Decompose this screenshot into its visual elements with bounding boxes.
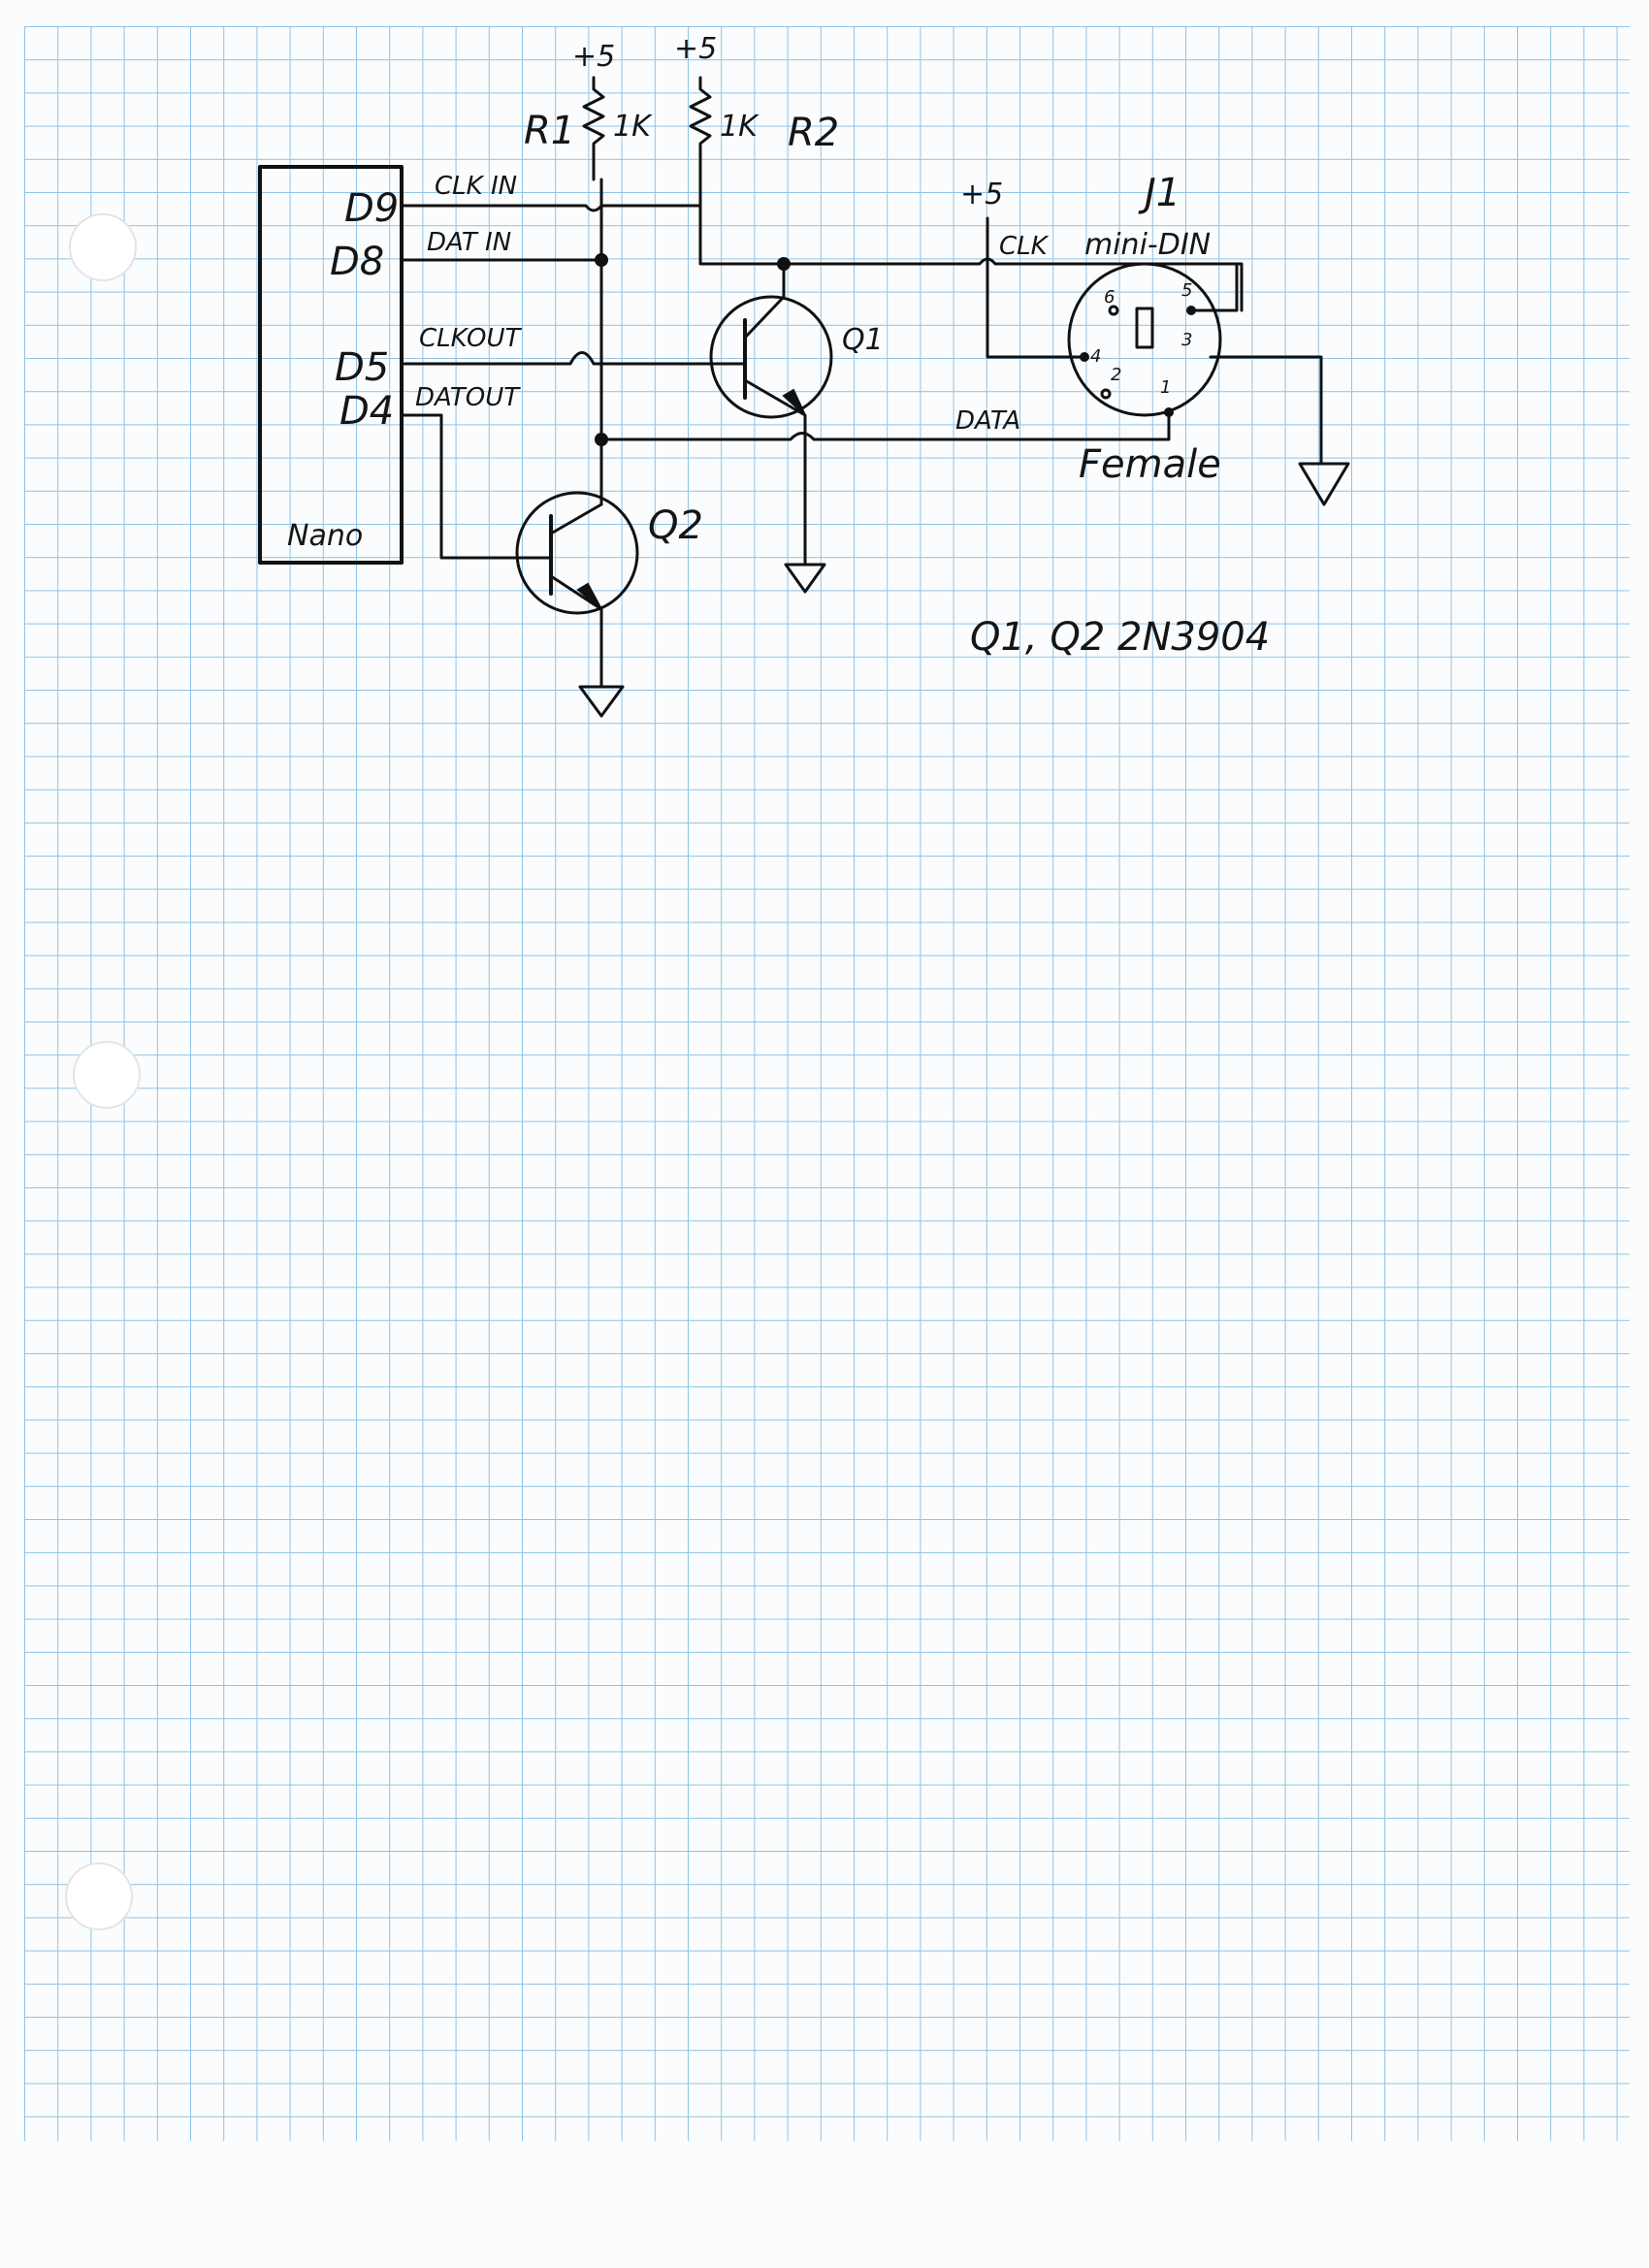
- din-pin-6: 6: [1104, 287, 1115, 308]
- nano-pin-d5: D5: [335, 345, 389, 390]
- signal-clk-in: CLK IN: [435, 172, 517, 201]
- nano-label: Nano: [287, 519, 363, 553]
- wire-clk-out: [400, 351, 725, 366]
- binder-hole-middle: [73, 1041, 141, 1109]
- resistor-r2-name: R2: [788, 111, 839, 155]
- power-label-j1: +5: [960, 178, 1003, 211]
- din-pin-2: 2: [1111, 365, 1121, 385]
- nano-pin-d4: D4: [340, 389, 394, 434]
- din-pin-4: 4: [1090, 346, 1101, 367]
- parts-note: Q1, Q2 2N3904: [970, 615, 1270, 660]
- din-pin-3: 3: [1181, 330, 1192, 350]
- resistor-r1-name: R1: [524, 109, 575, 153]
- grid-lines: [24, 26, 1630, 2141]
- junction-data: [595, 433, 608, 446]
- binder-hole-top: [69, 213, 137, 281]
- power-label-r2: +5: [674, 32, 717, 66]
- resistor-r2: [689, 76, 712, 215]
- mini-din-connector: [1067, 262, 1222, 417]
- nano-pin-d8: D8: [330, 240, 384, 284]
- wire-din-pin5: [1189, 262, 1239, 312]
- transistor-q1: [709, 262, 833, 458]
- resistor-r2-value: 1K: [720, 110, 760, 144]
- ground-q2: [578, 658, 625, 718]
- signal-clk: CLK: [999, 232, 1050, 261]
- signal-data: DATA: [955, 406, 1020, 436]
- nano-pin-d9: D9: [344, 186, 399, 231]
- resistor-r1: [582, 76, 605, 181]
- din-pin-5: 5: [1181, 280, 1192, 301]
- binder-hole-bottom: [65, 1863, 133, 1930]
- wire-plus5-j1: [986, 216, 1086, 359]
- power-label-r1: +5: [572, 40, 615, 74]
- wire-dat-out: [400, 413, 534, 560]
- transistor-q2: [515, 491, 639, 662]
- transistor-q2-label: Q2: [648, 503, 703, 548]
- connector-gender: Female: [1079, 442, 1221, 487]
- transistor-q1-label: Q1: [842, 323, 884, 357]
- signal-dat-out: DATOUT: [415, 383, 521, 412]
- resistor-r1-value: 1K: [613, 110, 653, 144]
- junction-dat-in: [595, 253, 608, 267]
- ground-j1: [1298, 462, 1350, 506]
- signal-clk-out: CLKOUT: [419, 324, 522, 353]
- signal-dat-in: DAT IN: [427, 228, 511, 257]
- wire-din-pin3-ground: [1209, 355, 1323, 466]
- connector-type: mini-DIN: [1084, 228, 1211, 262]
- din-pin-1: 1: [1160, 377, 1171, 398]
- ground-q1: [784, 454, 826, 594]
- connector-ref: J1: [1138, 171, 1180, 215]
